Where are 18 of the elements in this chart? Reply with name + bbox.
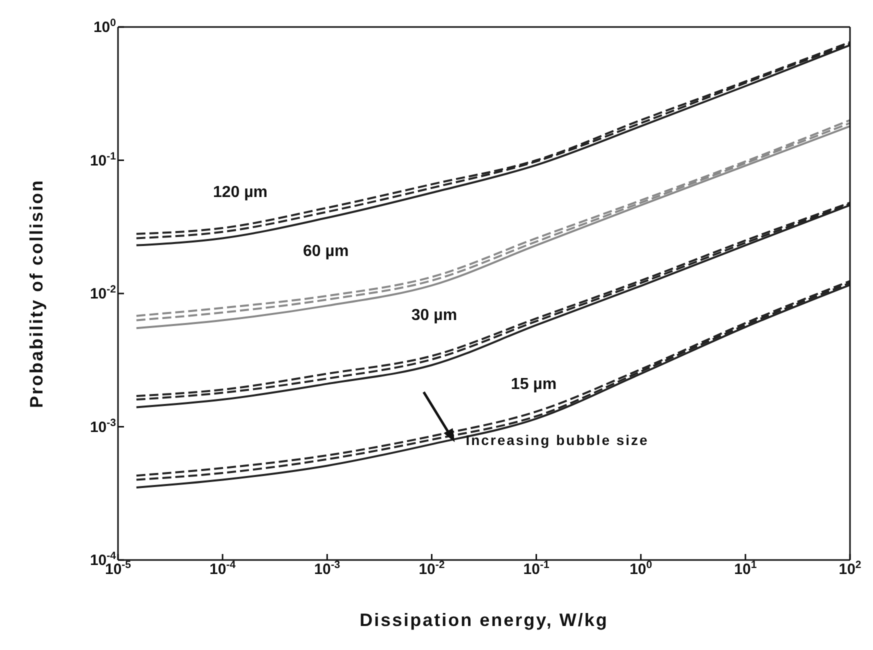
y-tick-label: 10$^{0}$ [93, 17, 116, 36]
annotation: 30 µm [411, 306, 458, 324]
y-axis-title: Probability of collision [26, 178, 46, 408]
x-tick-label: 10$^{-2}$ [418, 559, 445, 578]
y-tick-label: 10$^{-2}$ [90, 284, 116, 302]
x-tick-label: 10$^{-1}$ [523, 559, 550, 578]
y-tick-label: 10$^{-1}$ [90, 150, 116, 170]
x-tick-label: 10$^{1}$ [734, 559, 757, 578]
x-axis-title: Dissipation energy, W/kg [360, 610, 608, 630]
x-tick-label: 10$^{0}$ [630, 559, 652, 578]
x-tick-label: 10$^{-4}$ [210, 559, 236, 578]
annotation: Increasing bubble size [466, 432, 649, 448]
y-tick-label: 10$^{-3}$ [90, 416, 116, 436]
annotation: 15 µm [510, 376, 557, 394]
x-tick-label: 10$^{-3}$ [314, 559, 340, 578]
annotation: 60 µm [303, 242, 349, 260]
annotation: 120 µm [212, 184, 268, 202]
x-tick-label: 10$^{2}$ [838, 559, 862, 578]
